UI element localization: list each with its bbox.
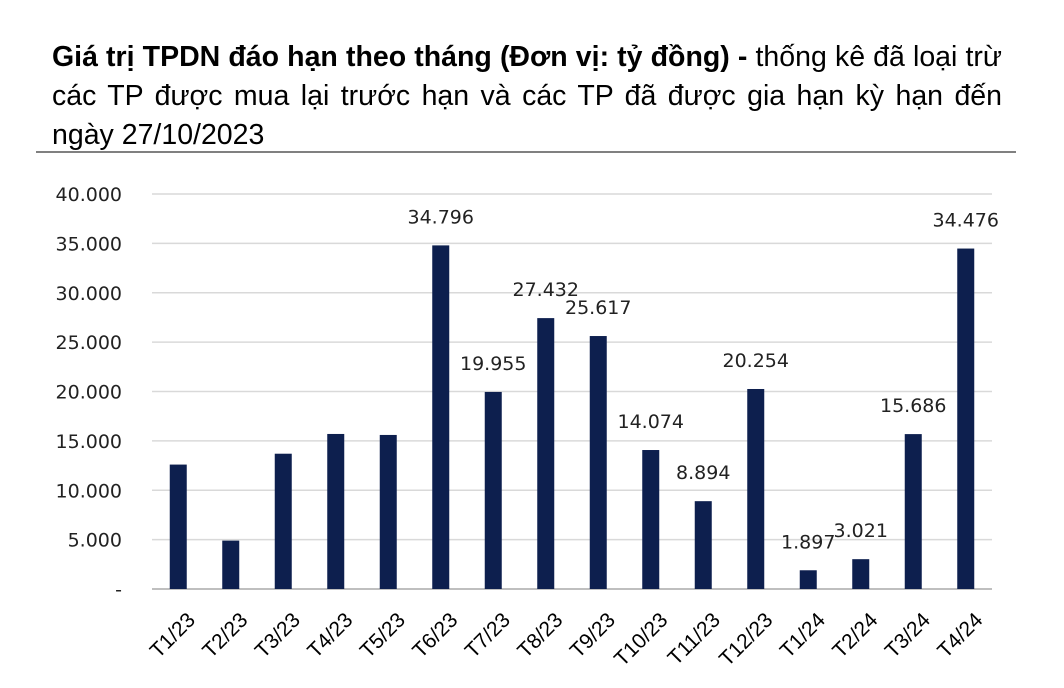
y-tick-label: 20.000	[56, 382, 122, 404]
y-tick-label: 40.000	[56, 184, 122, 206]
data-label: 34.796	[408, 206, 474, 228]
bar	[222, 540, 240, 589]
bar	[379, 434, 397, 589]
chart-title: Giá trị TPDN đáo hạn theo tháng (Đơn vị:…	[52, 38, 1002, 155]
data-label: 8.894	[676, 462, 730, 484]
data-label: 15.686	[880, 395, 946, 417]
bar	[799, 570, 817, 589]
y-tick-label: 10.000	[56, 480, 122, 502]
x-axis-labels: T1/23T2/23T3/23T4/23T5/23T6/23T7/23T8/23…	[146, 608, 988, 671]
x-tick-label: T3/23	[251, 608, 305, 662]
data-label: 20.254	[723, 350, 789, 372]
x-tick-label: T7/23	[461, 608, 515, 662]
bars	[169, 245, 975, 589]
gridlines	[152, 193, 992, 590]
y-tick-label: 15.000	[56, 431, 122, 453]
data-label: 34.476	[933, 210, 999, 232]
title-divider	[36, 151, 1016, 153]
x-tick-label: T12/23	[715, 608, 778, 671]
bar	[747, 388, 765, 589]
x-tick-label: T10/23	[610, 608, 673, 671]
x-tick-label: T3/24	[881, 608, 935, 662]
y-tick-label: 25.000	[56, 332, 122, 354]
chart-title-rest: thống kê đã loại trừ các TP được mua lại…	[52, 41, 1002, 151]
bar	[484, 391, 502, 589]
data-label: 1.897	[781, 531, 835, 553]
bar	[274, 453, 292, 589]
data-label: 19.955	[460, 353, 526, 375]
bar	[694, 501, 712, 589]
x-tick-label: T2/24	[828, 608, 882, 662]
bar	[957, 248, 975, 589]
data-label: 14.074	[618, 411, 684, 433]
bar	[432, 245, 450, 589]
x-tick-label: T4/23	[303, 608, 357, 662]
x-tick-label: T4/24	[933, 608, 987, 662]
x-tick-label: T6/23	[408, 608, 462, 662]
x-tick-label: T1/23	[146, 608, 200, 662]
bar	[327, 433, 345, 589]
x-tick-label: T11/23	[664, 608, 725, 669]
bar	[169, 464, 187, 589]
data-label: 27.432	[513, 279, 579, 301]
bar	[589, 336, 607, 589]
y-tick-label: 5.000	[68, 530, 122, 552]
y-tick-label: -	[115, 579, 122, 601]
chart-title-bold: Giá trị TPDN đáo hạn theo tháng (Đơn vị:…	[52, 41, 748, 73]
bar	[852, 559, 870, 589]
bar	[904, 434, 922, 589]
y-axis-ticks: - 5.000 10.000 15.000 20.000 25.000 30.000 35.0…	[56, 184, 122, 601]
x-tick-label: T5/23	[356, 608, 410, 662]
x-tick-label: T1/24	[776, 608, 830, 662]
data-label: 3.021	[834, 520, 888, 542]
x-tick-label: T2/23	[198, 608, 252, 662]
data-label: 25.617	[565, 297, 631, 319]
bar	[537, 318, 555, 589]
bar	[642, 450, 660, 589]
y-tick-label: 30.000	[56, 283, 122, 305]
y-tick-label: 35.000	[56, 233, 122, 255]
x-tick-label: T8/23	[513, 608, 567, 662]
